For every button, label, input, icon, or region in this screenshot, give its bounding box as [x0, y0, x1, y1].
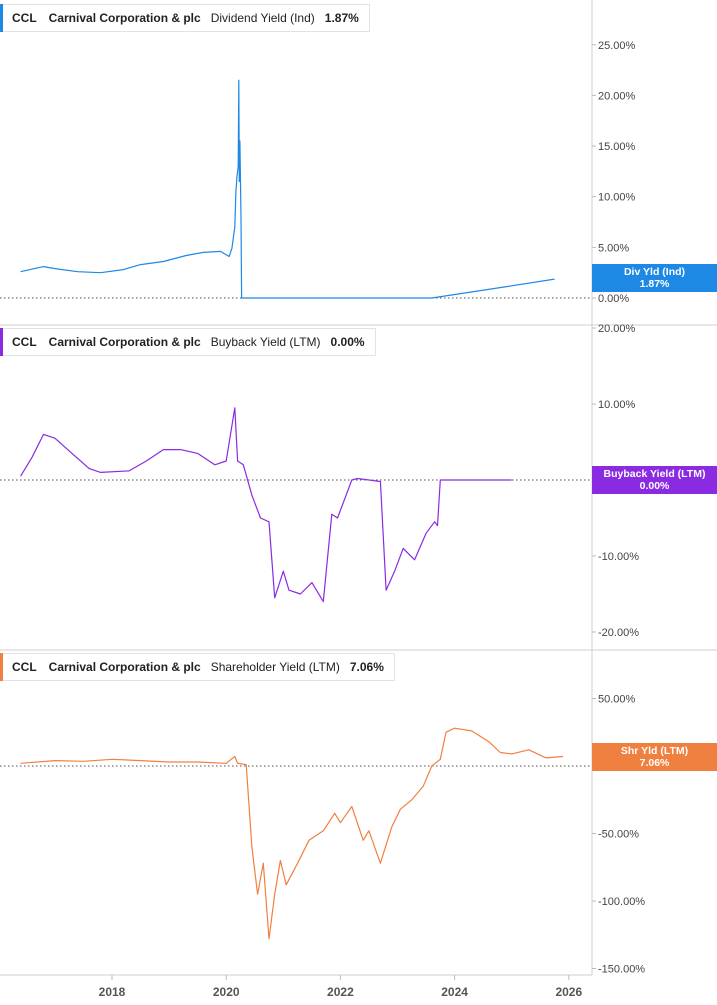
buyback-yield-value-tag: Buyback Yield (LTM) 0.00% [592, 466, 717, 494]
buyback-yield-legend: CCL Carnival Corporation & plc Buyback Y… [0, 328, 376, 356]
dividend-yield-panel: 0.00% 5.00% 10.00% 15.00% 20.00% 25.00% [0, 40, 636, 305]
series-line [20, 79, 555, 299]
shareholder-yield-value-tag: Shr Yld (LTM) 7.06% [592, 743, 717, 771]
y-tick-label: 10.00% [598, 192, 636, 204]
x-tick-label: 2026 [555, 985, 582, 999]
tag-label: Shr Yld (LTM) [620, 745, 689, 757]
y-tick-label: 0.00% [598, 293, 629, 305]
legend-value: 0.00% [330, 335, 365, 349]
y-tick-label: -10.00% [598, 551, 639, 563]
shareholder-yield-legend: CCL Carnival Corporation & plc Sharehold… [0, 653, 395, 681]
y-tick-label: 10.00% [598, 399, 636, 411]
tag-value: 7.06% [639, 757, 670, 769]
tag-label: Buyback Yield (LTM) [603, 468, 706, 480]
y-tick-label: 25.00% [598, 40, 636, 52]
y-tick-label: 50.00% [598, 694, 636, 706]
legend-ticker: CCL [12, 335, 37, 349]
legend-metric: Shareholder Yield (LTM) [210, 660, 340, 674]
series-color-swatch [0, 328, 3, 356]
tag-value: 1.87% [639, 278, 670, 290]
legend-metric: Buyback Yield (LTM) [210, 335, 321, 349]
legend-ticker: CCL [12, 11, 37, 25]
y-tick-label: -100.00% [598, 896, 645, 908]
y-tick-label: -50.00% [598, 829, 639, 841]
tag-label: Div Yld (Ind) [623, 266, 686, 278]
legend-metric: Dividend Yield (Ind) [210, 11, 315, 25]
legend-value: 1.87% [324, 11, 359, 25]
dividend-yield-legend: CCL Carnival Corporation & plc Dividend … [0, 4, 370, 32]
tag-value: 0.00% [639, 480, 670, 492]
x-axis: 2018 2020 2022 2024 2026 [0, 974, 592, 999]
series-color-swatch [0, 653, 3, 681]
legend-company: Carnival Corporation & plc [48, 660, 201, 674]
legend-value: 7.06% [349, 660, 384, 674]
series-color-swatch [0, 4, 3, 32]
y-tick-label: -20.00% [598, 627, 639, 639]
x-tick-label: 2018 [99, 985, 126, 999]
legend-company: Carnival Corporation & plc [48, 335, 201, 349]
buyback-yield-panel: 20.00% 10.00% -10.00% -20.00% [0, 323, 639, 639]
shareholder-yield-panel: 50.00%0.00%-50.00%-100.00%-150.00% [0, 694, 645, 976]
y-tick-label: 20.00% [598, 323, 636, 335]
legend-company: Carnival Corporation & plc [48, 11, 201, 25]
x-tick-label: 2024 [441, 985, 468, 999]
y-tick-label: 15.00% [598, 141, 636, 153]
series-line [20, 727, 564, 940]
legend-ticker: CCL [12, 660, 37, 674]
x-tick-label: 2022 [327, 985, 354, 999]
series-line [20, 407, 512, 603]
y-tick-label: 20.00% [598, 90, 636, 102]
y-tick-label: -150.00% [598, 964, 645, 976]
y-tick-label: 5.00% [598, 242, 629, 254]
x-tick-label: 2020 [213, 985, 240, 999]
dividend-yield-value-tag: Div Yld (Ind) 1.87% [592, 264, 717, 292]
